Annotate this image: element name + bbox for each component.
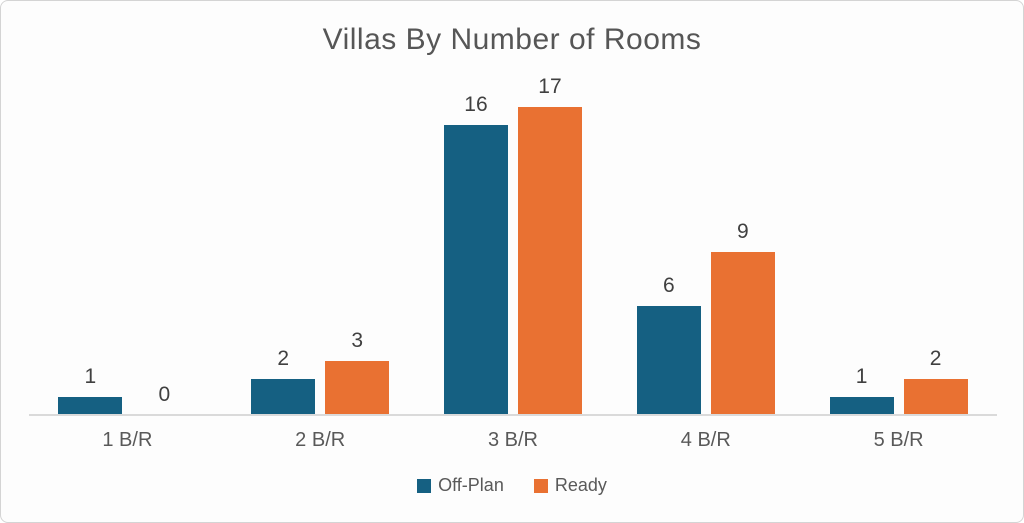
bar-column-off-plan-1-b-r: 1 (58, 364, 123, 415)
bar-value-label-ready-2-b-r: 3 (351, 328, 364, 352)
bar-off-plan-3-b-r (443, 125, 508, 415)
bar-off-plan-2-b-r (251, 378, 316, 415)
bar-value-label-off-plan-4-b-r: 6 (662, 274, 675, 298)
category-group-3-b-r: 16 17 (417, 65, 610, 415)
bar-value-label-off-plan-2-b-r: 2 (277, 346, 290, 370)
chart-legend: Off-Plan Ready (1, 475, 1023, 496)
x-axis-line (29, 414, 997, 416)
bar-column-ready-5-b-r: 2 (903, 346, 968, 415)
legend-item-off-plan: Off-Plan (417, 475, 504, 496)
x-tick-1-b-r: 1 B/R (102, 429, 153, 451)
bar-ready-3-b-r (517, 107, 582, 415)
bar-column-ready-3-b-r: 17 (517, 75, 582, 415)
off-plan-swatch-icon (417, 478, 432, 493)
legend-label-ready: Ready (554, 475, 607, 495)
x-tick-2-b-r: 2 B/R (295, 429, 346, 451)
bar-value-label-ready-3-b-r: 17 (538, 75, 562, 99)
bar-column-ready-4-b-r: 9 (710, 220, 775, 415)
plot-area: 1 0 2 3 16 17 6 9 1 2 (31, 65, 995, 415)
bar-column-ready-2-b-r: 3 (325, 328, 390, 415)
bar-value-label-ready-4-b-r: 9 (736, 220, 749, 244)
legend-label-off-plan: Off-Plan (438, 475, 504, 495)
bar-column-off-plan-4-b-r: 6 (636, 274, 701, 415)
bar-off-plan-5-b-r (829, 396, 894, 415)
bar-ready-2-b-r (325, 360, 390, 415)
bar-value-label-ready-1-b-r: 0 (158, 383, 171, 406)
bar-column-off-plan-2-b-r: 2 (251, 346, 316, 415)
bar-value-label-off-plan-5-b-r: 1 (855, 364, 868, 388)
x-tick-4-b-r: 4 B/R (680, 429, 731, 451)
chart-title: Villas By Number of Rooms (322, 23, 702, 56)
bar-off-plan-1-b-r (58, 396, 123, 415)
ready-swatch-icon (533, 478, 548, 493)
bar-off-plan-4-b-r (636, 306, 701, 415)
bar-ready-5-b-r (903, 378, 968, 415)
bar-column-ready-1-b-r: 0 (132, 384, 196, 415)
bar-value-label-off-plan-3-b-r: 16 (464, 93, 488, 117)
bar-value-label-ready-5-b-r: 2 (929, 346, 942, 370)
bar-column-off-plan-3-b-r: 16 (443, 93, 508, 415)
bar-value-label-off-plan-1-b-r: 1 (84, 364, 97, 388)
x-axis-labels: 1 B/R 2 B/R 3 B/R 4 B/R 5 B/R (31, 429, 995, 452)
bar-ready-4-b-r (710, 252, 775, 415)
x-tick-5-b-r: 5 B/R (873, 429, 924, 451)
legend-item-ready: Ready (533, 475, 607, 496)
bar-column-off-plan-5-b-r: 1 (829, 364, 894, 415)
x-tick-3-b-r: 3 B/R (487, 429, 538, 451)
